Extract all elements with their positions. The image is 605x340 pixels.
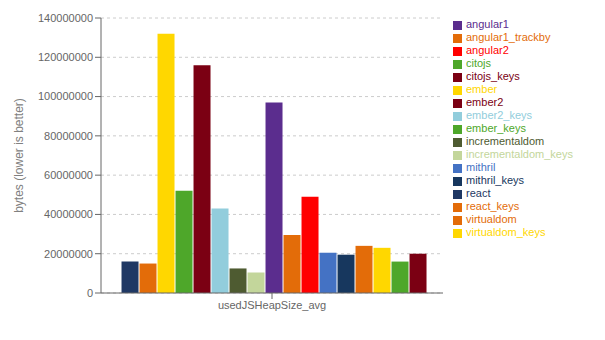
html-text:react_keys: react_keys: [466, 200, 520, 212]
svg-text:usedJSHeapSize_avg: usedJSHeapSize_avg: [218, 299, 326, 311]
html-text:mithril: mithril: [466, 161, 496, 173]
html-text:citojs: citojs: [466, 57, 492, 69]
html-text:incrementaldom_keys: incrementaldom_keys: [466, 148, 573, 160]
html-text:react: react: [466, 187, 491, 199]
html-text:ember2_keys: ember2_keys: [466, 109, 532, 121]
html-text:mithril_keys: mithril_keys: [466, 174, 525, 186]
svg-text:60000000: 60000000: [44, 169, 93, 181]
svg-text:40000000: 40000000: [44, 208, 93, 220]
html-text:angular1: angular1: [466, 18, 509, 30]
svg-text:80000000: 80000000: [44, 130, 93, 142]
html-text:virtualdom: virtualdom: [466, 213, 517, 225]
svg-text:20000000: 20000000: [44, 248, 93, 260]
html-text:ember: ember: [466, 83, 498, 95]
html-text:ember2: ember2: [466, 96, 504, 108]
svg-text:bytes (lower is better): bytes (lower is better): [12, 98, 26, 213]
html-text:ember_keys: ember_keys: [466, 122, 526, 134]
html-text:angular2: angular2: [466, 44, 509, 56]
svg-text:100000000: 100000000: [38, 90, 93, 102]
svg-text:140000000: 140000000: [38, 12, 93, 24]
svg-text:0: 0: [87, 287, 93, 299]
html-text:citojs_keys: citojs_keys: [466, 70, 520, 82]
html-text:virtualdom_keys: virtualdom_keys: [466, 226, 546, 238]
svg-text:120000000: 120000000: [38, 51, 93, 63]
html-text:angular1_trackby: angular1_trackby: [466, 31, 551, 43]
html-text:incrementaldom: incrementaldom: [466, 135, 545, 147]
